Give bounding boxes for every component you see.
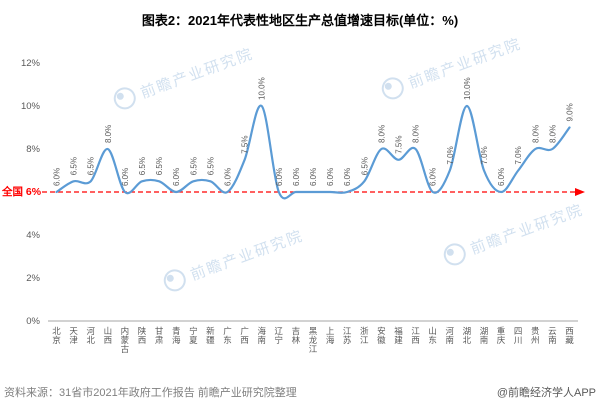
x-axis-label: 黑龙江 [309, 326, 318, 354]
source-note: 资料来源：31省市2021年政府工作报告 前瞻产业研究院整理 [4, 387, 297, 399]
value-label: 8.0% [377, 125, 386, 143]
credit-note: @前瞻经济学人APP [496, 387, 596, 399]
value-label: 6.0% [121, 168, 130, 186]
x-axis-label: 重庆 [497, 326, 506, 345]
value-label: 8.0% [104, 125, 113, 143]
x-axis-label: 四川 [514, 326, 523, 345]
reference-line-label: 全国 6% [1, 185, 42, 198]
x-axis-label: 辽宁 [275, 326, 284, 345]
value-label: 8.0% [531, 125, 540, 143]
x-axis-label: 安徽 [377, 326, 386, 345]
y-tick-label: 8% [26, 144, 40, 155]
x-axis-label: 贵州 [531, 326, 540, 345]
x-axis-label: 海南 [257, 326, 266, 345]
value-label: 8.0% [412, 125, 421, 143]
x-axis-label: 山东 [428, 326, 437, 345]
x-axis-label: 上海 [326, 326, 335, 345]
x-axis-label: 广西 [240, 326, 249, 345]
value-label: 6.5% [360, 157, 369, 175]
x-axis-label: 西藏 [565, 326, 574, 345]
x-axis-label: 云南 [548, 326, 557, 345]
value-label: 6.0% [224, 168, 233, 186]
value-label: 9.0% [565, 103, 574, 121]
value-label: 6.0% [275, 168, 284, 186]
value-label: 6.0% [292, 168, 301, 186]
x-axis-label: 内蒙古 [121, 326, 130, 354]
footer: 资料来源：31省市2021年政府工作报告 前瞻产业研究院整理 @前瞻经济学人AP… [0, 384, 600, 404]
x-axis-label: 吉林 [292, 326, 301, 345]
value-label: 7.0% [446, 146, 455, 164]
value-label: 10.0% [258, 77, 267, 100]
y-tick-label: 10% [21, 101, 41, 112]
value-label: 6.0% [172, 168, 181, 186]
value-label: 6.0% [343, 168, 352, 186]
x-axis-label: 青海 [172, 326, 181, 345]
x-axis-label: 浙江 [360, 326, 369, 345]
x-axis-label: 天津 [69, 326, 78, 345]
x-axis-label: 甘肃 [155, 326, 164, 345]
value-label: 8.0% [548, 125, 557, 143]
x-axis-label: 北京 [52, 326, 61, 345]
value-label: 6.5% [138, 157, 147, 175]
x-axis-label: 河北 [86, 326, 95, 345]
x-axis-label: 新疆 [206, 326, 215, 345]
value-label: 6.5% [70, 157, 79, 175]
y-tick-label: 4% [26, 230, 40, 241]
x-axis-label: 广东 [223, 326, 232, 345]
line-chart: 12% 10% 8% 4% 2% 0% 全国 6% 6.0% 6.5% 6.5% 8.0% 6.0% 6… [1, 58, 585, 354]
value-label: 6.0% [326, 168, 335, 186]
value-label: 7.0% [514, 146, 523, 164]
value-label: 6.5% [189, 157, 198, 175]
x-axis-label: 陕西 [138, 326, 147, 345]
reference-arrow-icon [575, 188, 585, 196]
series-line [55, 104, 571, 200]
y-tick-label: 2% [26, 273, 40, 284]
chart-title: 图表2：2021年代表性地区生产总值增速目标(单位：%) [141, 13, 459, 28]
x-axis-label: 河南 [446, 326, 455, 345]
x-axis-label: 宁夏 [189, 326, 198, 345]
value-label: 6.5% [206, 157, 215, 175]
value-label: 7.0% [480, 146, 489, 164]
value-label: 6.5% [155, 157, 164, 175]
y-tick-label: 0% [26, 316, 40, 327]
x-axis-label: 福建 [394, 326, 403, 345]
value-label: 7.5% [241, 136, 250, 154]
value-label: 6.0% [309, 168, 318, 186]
value-label: 10.0% [463, 77, 472, 100]
x-axis-label: 江西 [411, 326, 420, 345]
x-axis-label: 山西 [104, 326, 113, 345]
value-label: 7.5% [394, 136, 403, 154]
x-axis-label: 湖北 [463, 326, 472, 345]
value-label: 6.0% [497, 168, 506, 186]
value-label: 6.0% [53, 168, 62, 186]
x-axis-label: 湖南 [480, 326, 489, 345]
x-axis-label: 江苏 [343, 326, 352, 345]
value-label: 6.5% [87, 157, 96, 175]
value-label: 6.0% [429, 168, 438, 186]
y-tick-label: 12% [21, 58, 41, 69]
